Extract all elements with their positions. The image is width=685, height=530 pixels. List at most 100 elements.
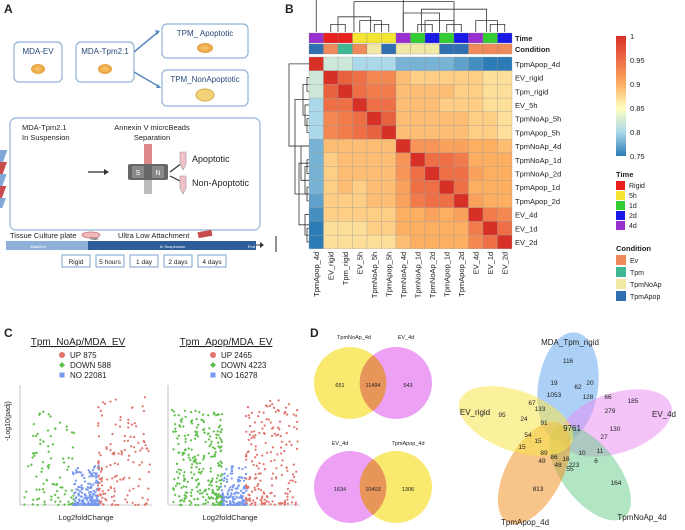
heatmap-cell: [366, 152, 382, 167]
heatmap-cell: [337, 193, 353, 208]
heatmap-cell: [468, 56, 484, 71]
venn-set-ellipse: [458, 386, 574, 456]
heatmap-cell: [482, 111, 498, 126]
legend-swatch: [616, 221, 625, 230]
cell-icon: [197, 43, 213, 53]
heatmap-cell: [424, 152, 440, 167]
heatmap-cell: [323, 234, 339, 249]
heatmap-cell: [410, 97, 426, 112]
legend-no: NO 16278: [221, 371, 258, 380]
heatmap-cell: [381, 152, 397, 167]
volcano1-xlabel: Log2foldChange: [58, 513, 113, 522]
heatmap-cell: [337, 84, 353, 99]
heatmap-cell: [439, 139, 455, 154]
heatmap-cell: [308, 56, 324, 71]
heatmap-cell: [468, 221, 484, 236]
heatmap-cell: [381, 111, 397, 126]
heatmap-row-label: TpmNoAp_2d: [515, 169, 561, 178]
heatmap-cell: [453, 125, 469, 140]
heatmap-cell: [352, 180, 368, 195]
heatmap-col-label: TpmApop_1d: [443, 252, 452, 297]
annotation-condition-cell: [323, 43, 339, 55]
heatmap-cell: [482, 180, 498, 195]
heatmap-col-label: TpmNoAp_5h: [370, 252, 379, 298]
annotation-time-cell: [366, 32, 382, 44]
annotation-time-cell: [337, 32, 353, 44]
venn-count: 11494: [366, 383, 381, 389]
legend-up: UP 875: [70, 351, 97, 360]
bar-suspended-label: In Suspension: [160, 244, 185, 249]
venn5-count: 15: [518, 444, 526, 451]
timeline-label: 5 hours: [99, 259, 121, 266]
flask-stack-icon: [0, 150, 8, 208]
legend-swatch: [616, 211, 625, 220]
bar-start-label: Start: [90, 236, 99, 241]
heatmap-cell: [497, 125, 513, 140]
heatmap-cell: [337, 180, 353, 195]
venn5-count: 9761: [563, 424, 581, 433]
heatmap-cell: [352, 152, 368, 167]
heatmap-cell: [424, 84, 440, 99]
annotation-condition-cell: [439, 43, 455, 55]
colorbar: [616, 36, 626, 156]
heatmap-cell: [482, 234, 498, 249]
heatmap-cell: [337, 221, 353, 236]
heatmap-cell: [497, 70, 513, 85]
venn5-count: 67: [528, 400, 536, 407]
heatmap-cell: [482, 125, 498, 140]
heatmap-cell: [410, 234, 426, 249]
cell-icon: [98, 64, 112, 74]
heatmap-cell: [497, 180, 513, 195]
heatmap-cell: [482, 84, 498, 99]
heatmap-cell: [424, 97, 440, 112]
heatmap-cell: [453, 193, 469, 208]
venn-count: 10403: [365, 487, 380, 493]
heatmap-cell: [439, 221, 455, 236]
annotation-condition-cell: [482, 43, 498, 55]
venn-five-set: MDA_Tpm_rigid EV_4d TpmNoAp_4d TpmApop_4…: [458, 332, 676, 527]
volcano1-plot: [19, 385, 152, 507]
panel-label-d: D: [310, 326, 319, 340]
legend-swatch: [616, 291, 626, 301]
venn5-count: 48: [554, 462, 562, 469]
heatmap-cell: [352, 166, 368, 181]
heatmap-cell: [395, 56, 411, 71]
legend-time-item: 2d: [629, 213, 637, 220]
venn5-count: 16: [562, 456, 570, 463]
legend-swatch: [616, 181, 625, 190]
apoptotic-box: [161, 23, 249, 59]
heatmap-cell: [410, 84, 426, 99]
heatmap-col-label: EV_4d: [472, 252, 481, 275]
volcano1-title: Tpm_NoAp/MDA_EV: [31, 337, 126, 348]
heatmap-cell: [323, 166, 339, 181]
heatmap-cell: [453, 234, 469, 249]
legend-down: DOWN 588: [70, 361, 111, 370]
heatmap-cell: [381, 180, 397, 195]
panel-label-a: A: [4, 2, 13, 16]
heatmap-cell: [482, 166, 498, 181]
heatmap-cell: [439, 111, 455, 126]
heatmap-cell: [366, 84, 382, 99]
venn5-count: 279: [605, 408, 616, 415]
venn5-count: 95: [498, 412, 506, 419]
heatmap-cell: [366, 125, 382, 140]
heatmap-cell: [381, 207, 397, 222]
venn5-count: 20: [586, 380, 594, 387]
heatmap-cell: [352, 56, 368, 71]
heatmap-cell: [453, 70, 469, 85]
venn5-count: 86: [550, 454, 558, 461]
heatmap-cell: [497, 193, 513, 208]
heatmap-cell: [482, 207, 498, 222]
heatmap-cell: [482, 56, 498, 71]
ultra-low-label: Ultra Low Attachment: [118, 231, 190, 240]
colorbar-tick: 0.95: [630, 56, 645, 65]
heatmap-cell: [352, 221, 368, 236]
heatmap-cell: [381, 234, 397, 249]
annotation-condition-cell: [424, 43, 440, 55]
heatmap-cell: [366, 97, 382, 112]
venn5-count: 10: [578, 450, 586, 457]
heatmap-cell: [424, 193, 440, 208]
venn5-count: 185: [628, 398, 639, 405]
legend-no: NO 22081: [70, 371, 107, 380]
heatmap-cell: [337, 152, 353, 167]
